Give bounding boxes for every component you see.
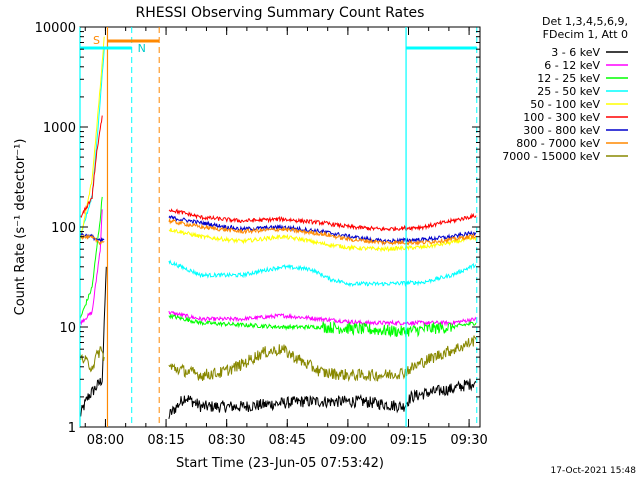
legend-label: 25 - 50 keV (537, 85, 600, 98)
series-line (79, 115, 103, 218)
legend-label: 50 - 100 keV (530, 98, 600, 111)
y-tick-label: 1000 (43, 121, 76, 136)
legend-label: 6 - 12 keV (544, 59, 600, 72)
y-tick-label: 100 (51, 221, 76, 236)
y-tick-label: 10000 (35, 21, 76, 36)
x-axis: 08:00 08:15 08:30 08:45 09:00 09:15 09:30 (84, 27, 488, 448)
x-tick-label: 08:30 (208, 433, 245, 448)
series-line (168, 378, 477, 420)
y-tick-label: 1 (68, 421, 76, 436)
series-line (79, 233, 105, 246)
legend-header-line: FDecim 1, Att 0 (543, 28, 628, 41)
series-line (168, 208, 477, 232)
series-line (79, 209, 103, 326)
legend-header: Det 1,3,4,5,6,9,FDecim 1, Att 0 (542, 15, 628, 41)
series-line (79, 266, 107, 417)
series-line (168, 335, 477, 383)
series-line (168, 313, 477, 338)
legend-label: 100 - 300 keV (523, 111, 600, 124)
legend-label: 7000 - 15000 keV (502, 150, 600, 163)
x-tick-label: 08:00 (87, 433, 124, 448)
x-tick-label: 08:15 (147, 433, 184, 448)
series-line (79, 346, 105, 373)
x-tick-label: 09:30 (450, 433, 487, 448)
plot-area: SN (79, 27, 478, 427)
x-tick-label: 09:00 (329, 433, 366, 448)
x-axis-label: Start Time (23-Jun-05 07:53:42) (176, 456, 384, 471)
x-tick-label: 08:45 (269, 433, 306, 448)
y-tick-label: 10 (59, 321, 76, 336)
series-line (168, 227, 477, 253)
night-label: N (138, 42, 146, 55)
legend-label: 800 - 7000 keV (516, 137, 600, 150)
x-tick-label: 09:15 (390, 433, 427, 448)
y-axis-label: Count Rate (s⁻¹ detector⁻¹) (13, 139, 28, 316)
series-line (168, 217, 477, 246)
legend-header-line: Det 1,3,4,5,6,9, (542, 15, 628, 28)
legend-label: 3 - 6 keV (551, 46, 600, 59)
saa-label: S (93, 34, 100, 47)
series-line (79, 36, 105, 242)
chart-title: RHESSI Observing Summary Count Rates (136, 5, 425, 21)
series-line (168, 310, 477, 327)
series-line (168, 259, 477, 288)
legend-label: 300 - 800 keV (523, 124, 600, 137)
y-axis: 1 10 100 1000 10000 (35, 21, 480, 436)
legend-label: 12 - 25 keV (537, 72, 600, 85)
generation-timestamp: 17-Oct-2021 15:48 (550, 466, 636, 476)
series-line (79, 196, 103, 319)
